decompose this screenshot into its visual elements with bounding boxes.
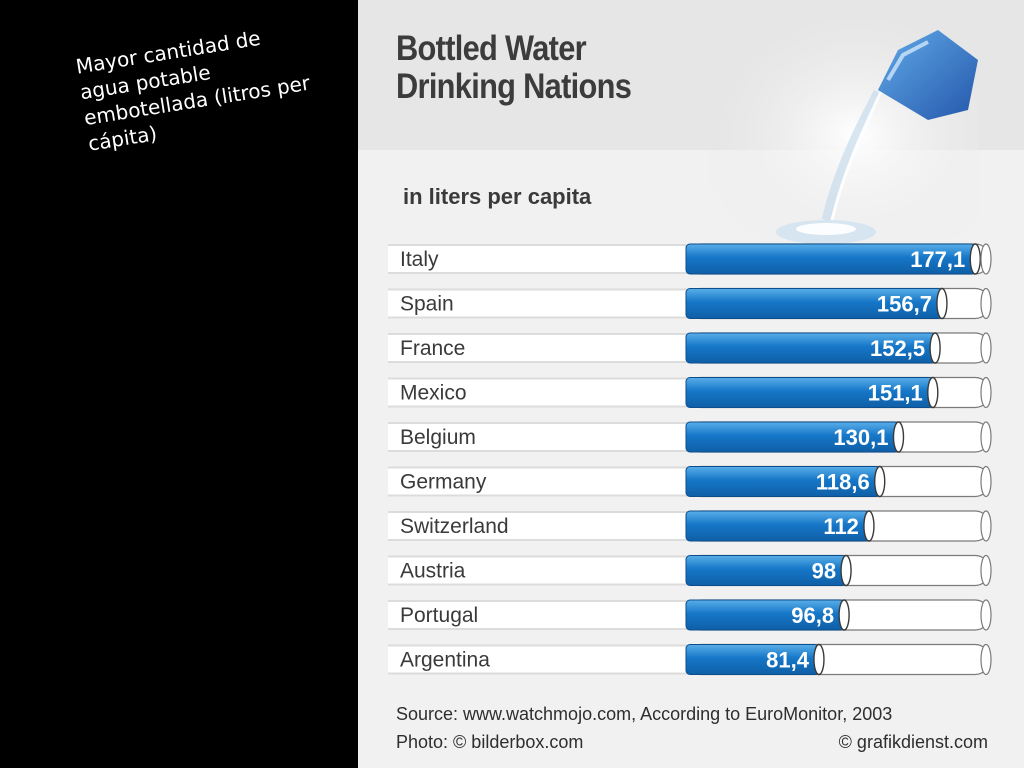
row-band-inner xyxy=(388,246,688,272)
category-label: Spain xyxy=(400,293,454,316)
row-band-inner xyxy=(388,646,688,673)
category-label: Belgium xyxy=(400,426,476,449)
bar-end-cap xyxy=(813,643,825,676)
chart-title: Bottled Water Drinking Nations xyxy=(396,29,632,106)
value-label: 151,1 xyxy=(868,381,923,406)
row-band-inner xyxy=(388,379,688,406)
category-label: Portugal xyxy=(400,604,478,627)
value-label: 81,4 xyxy=(766,648,810,673)
category-label: Austria xyxy=(400,560,466,583)
row-band-inner xyxy=(388,557,688,584)
row-band-inner xyxy=(388,335,688,361)
bar-end-cap xyxy=(892,421,905,453)
row-band-inner xyxy=(388,424,688,450)
category-label: Switzerland xyxy=(400,515,509,538)
track-end-cap xyxy=(980,510,992,542)
bar-end-cap xyxy=(927,376,939,409)
infographic-panel: Bottled Water Drinking Nations in liters… xyxy=(358,0,1024,768)
value-label: 96,8 xyxy=(791,603,834,628)
bar-end-cap xyxy=(840,554,852,587)
value-label: 98 xyxy=(812,559,836,584)
bar-end-cap xyxy=(874,465,886,498)
track-end-cap xyxy=(980,332,992,364)
track-end-cap xyxy=(980,465,992,498)
value-label: 118,6 xyxy=(816,470,870,495)
track-end-cap xyxy=(980,643,992,676)
chart-subtitle: in liters per capita xyxy=(403,184,592,209)
track-end-cap xyxy=(980,599,992,631)
bar-chart: Italy 177,1 Spain 156,7 France 152,5 Mexico 151… xyxy=(388,243,992,676)
publisher-credit: © grafikdienst.com xyxy=(838,732,988,752)
category-label: Argentina xyxy=(400,649,490,672)
category-label: France xyxy=(400,337,465,360)
row-band-inner xyxy=(388,602,688,628)
category-label: Germany xyxy=(400,471,487,494)
value-label: 152,5 xyxy=(870,336,925,361)
value-label: 156,7 xyxy=(877,292,932,317)
track-end-cap xyxy=(980,243,992,275)
value-label: 112 xyxy=(823,514,859,539)
track-end-cap xyxy=(980,554,992,587)
bar-end-cap xyxy=(936,287,948,320)
track-end-cap xyxy=(980,376,992,409)
bar-end-cap xyxy=(863,510,875,542)
category-label: Mexico xyxy=(400,382,467,405)
value-label: 130,1 xyxy=(833,425,888,450)
bar-end-cap xyxy=(969,243,981,275)
photo-credit: Photo: © bilderbox.com xyxy=(396,732,584,752)
row-band-inner xyxy=(388,513,688,539)
track-end-cap xyxy=(980,287,992,320)
bar-end-cap xyxy=(838,599,850,631)
source-line: Source: www.watchmojo.com, According to … xyxy=(396,704,893,724)
water-bottle-pour-photo xyxy=(708,20,978,250)
row-band-inner xyxy=(388,468,688,495)
slide-caption: Mayor cantidad de agua potable embotella… xyxy=(74,25,312,156)
track-end-cap xyxy=(980,421,992,453)
row-band-inner xyxy=(388,290,688,317)
bar-end-cap xyxy=(929,332,941,364)
value-label: 177,1 xyxy=(910,247,965,272)
category-label: Italy xyxy=(400,248,439,271)
